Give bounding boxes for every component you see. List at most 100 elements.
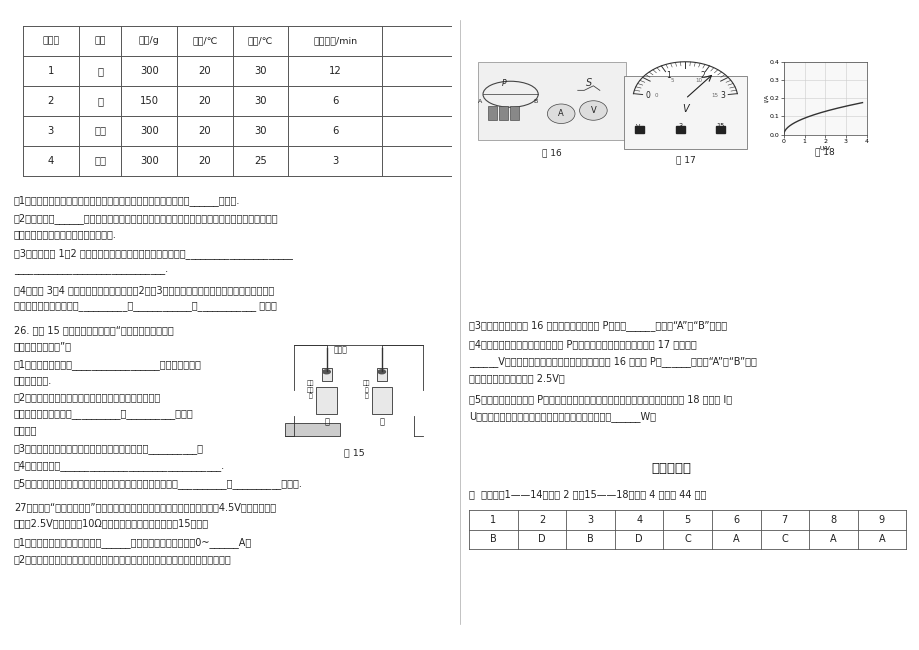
FancyBboxPatch shape [623, 76, 746, 149]
Text: （1）在连接电路时，开关应处于______状态，电流表的量程应选0~______A。: （1）在连接电路时，开关应处于______状态，电流表的量程应选0~______… [14, 538, 252, 549]
Text: A: A [558, 109, 563, 118]
Text: 热量与电阔的关系”。: 热量与电阔的关系”。 [14, 341, 72, 351]
Bar [509, 106, 518, 120]
Text: 9: 9 [878, 515, 884, 525]
Text: 煎油: 煎油 [94, 155, 106, 166]
Text: A: A [878, 534, 884, 545]
Text: 2: 2 [699, 71, 704, 80]
Text: 温度计: 温度计 [333, 346, 347, 355]
Text: （1）本实验采用同样的加热器的原因是通过加热时间长短反应液体______的多少.: （1）本实验采用同样的加热器的原因是通过加热时间长短反应液体______的多少. [14, 195, 240, 206]
Text: _______________________________.: _______________________________. [14, 265, 168, 274]
Text: 20: 20 [199, 125, 210, 136]
Text: 水: 水 [96, 96, 103, 106]
Text: 2: 2 [539, 515, 545, 525]
Text: （2）为了便于比较两种电阔丝通过电流后产生热量的多: （2）为了便于比较两种电阔丝通过电流后产生热量的多 [14, 393, 161, 402]
Text: （3）为达到实验目的，选用的两电阔丝的阔值不能__________，: （3）为达到实验目的，选用的两电阔丝的阔值不能__________， [14, 443, 204, 454]
Text: U图象，根据图像信息，可计算出小灯泡的额定功率是______W。: U图象，根据图像信息，可计算出小灯泡的额定功率是______W。 [469, 411, 655, 422]
Ellipse shape [323, 370, 330, 374]
Text: 10: 10 [695, 78, 701, 83]
Text: （3）闭合开关前，图 16 中滑动变阔器的滑片 P应位于______（选填“A”或“B”）端。: （3）闭合开关前，图 16 中滑动变阔器的滑片 P应位于______（选填“A”… [469, 320, 727, 331]
Text: 3: 3 [720, 90, 724, 99]
Text: 3: 3 [587, 515, 593, 525]
Text: 4: 4 [48, 155, 54, 166]
Text: S: S [585, 77, 591, 88]
Text: 末温/℃: 末温/℃ [247, 36, 273, 46]
Text: 图 17: 图 17 [675, 155, 695, 164]
Circle shape [547, 104, 574, 124]
Text: 水: 水 [96, 66, 103, 76]
Text: D: D [635, 534, 642, 545]
Text: 一  选择题（1——14，每题 2 分，15——18，每题 4 分，共 44 分）: 一 选择题（1——14，每题 2 分，15——18，每题 4 分，共 44 分） [469, 489, 706, 499]
Text: 液体: 液体 [94, 36, 106, 46]
Text: 15: 15 [710, 94, 717, 98]
Text: 煎油: 煎油 [94, 125, 106, 136]
Text: 12: 12 [329, 66, 341, 76]
Text: 150: 150 [140, 96, 159, 106]
Text: 26. 如图 15 所示的实验装置探究“电流通过导体产生的: 26. 如图 15 所示的实验装置探究“电流通过导体产生的 [14, 325, 174, 335]
Bar [322, 368, 332, 381]
Text: 镜铬
铜
丝: 镜铬 铜 丝 [362, 381, 369, 399]
Bar [675, 126, 685, 133]
Text: 质量/g: 质量/g [139, 36, 159, 46]
Bar [478, 62, 625, 140]
Text: 1: 1 [665, 71, 670, 80]
Text: 27、在测定“小灯泡电功率”的实验中，小明所在的实验小组用的电源电压为4.5V，小灯泡额定: 27、在测定“小灯泡电功率”的实验中，小明所在的实验小组用的电源电压为4.5V，… [14, 502, 276, 512]
Text: B: B [533, 99, 538, 105]
Text: （4）实验结论是_________________________________.: （4）实验结论是________________________________… [14, 460, 224, 471]
Text: V: V [681, 103, 688, 114]
Text: （2）请你用笔画线代替导线，按照电路图将实物电路补充完整。（导线不能交叉）: （2）请你用笔画线代替导线，按照电路图将实物电路补充完整。（导线不能交叉） [14, 554, 232, 564]
Bar [498, 106, 507, 120]
Text: 300: 300 [140, 155, 158, 166]
Text: （4）分析 3、4 两烧杯的实验记录，结合（2）（3）中的结论，然后综合归纳可得出，物体温: （4）分析 3、4 两烧杯的实验记录，结合（2）（3）中的结论，然后综合归纳可得… [14, 285, 274, 294]
Text: 15: 15 [715, 124, 724, 129]
Text: B: B [490, 534, 496, 545]
Bar [487, 106, 496, 120]
Ellipse shape [378, 370, 385, 374]
Text: 九物理答案: 九物理答案 [651, 462, 691, 474]
Text: 的热量的多少.: 的热量的多少. [14, 375, 52, 385]
Text: 1: 1 [490, 515, 496, 525]
Text: 30: 30 [254, 125, 267, 136]
Bar [377, 368, 387, 381]
Text: 烧杯号: 烧杯号 [42, 36, 60, 46]
Text: 25: 25 [254, 155, 267, 166]
Circle shape [579, 101, 607, 120]
Text: 5: 5 [684, 515, 690, 525]
Text: 6: 6 [332, 125, 338, 136]
Text: 6: 6 [732, 515, 739, 525]
Bar [371, 387, 391, 415]
Text: B: B [586, 534, 594, 545]
Text: 8: 8 [830, 515, 835, 525]
Text: 种液体。: 种液体。 [14, 425, 38, 435]
Text: V: V [590, 106, 596, 115]
Text: 4: 4 [635, 515, 641, 525]
Text: 3: 3 [332, 155, 338, 166]
Text: 甲: 甲 [323, 417, 329, 426]
Text: 3: 3 [678, 124, 682, 129]
Text: （5）小丽同学移动滑片 P，记下多组对应的电压表和电流表的示数，并绘制成图 18 所示的 I－: （5）小丽同学移动滑片 P，记下多组对应的电压表和电流表的示数，并绘制成图 18… [469, 395, 732, 404]
Text: 0: 0 [645, 90, 650, 99]
Bar [285, 422, 340, 436]
Text: 3: 3 [48, 125, 54, 136]
Text: 初温/℃: 初温/℃ [192, 36, 217, 46]
Y-axis label: I/A: I/A [763, 94, 767, 102]
Text: 6: 6 [332, 96, 338, 106]
Text: （4）小刚同学闭合开关，移动滑片 P到某一点时，电压表示数（如图 17 所示）为: （4）小刚同学闭合开关，移动滑片 P到某一点时，电压表示数（如图 17 所示）为 [469, 339, 697, 349]
Text: 少，甲乙两瓶中要装入__________、__________的相同: 少，甲乙两瓶中要装入__________、__________的相同 [14, 409, 193, 419]
Text: 1: 1 [48, 66, 54, 76]
Text: 电压为2.5V、电阔约为10Ω。他们所设计的实验电路如图15所示。: 电压为2.5V、电阔约为10Ω。他们所设计的实验电路如图15所示。 [14, 518, 209, 528]
Text: （3）分析比较 1、2 烧杯的实验记录，可得出的初步结论是：______________________: （3）分析比较 1、2 烧杯的实验记录，可得出的初步结论是：__________… [14, 248, 292, 259]
Text: （2）分析比较______（填烧杯号）烧杯的实验记录，可得出的初步结论是：在质量相同的水和煎: （2）分析比较______（填烧杯号）烧杯的实验记录，可得出的初步结论是：在质量… [14, 213, 278, 224]
Text: 0: 0 [653, 94, 657, 98]
Text: 乙: 乙 [379, 417, 384, 426]
Text: 5: 5 [669, 78, 673, 83]
Text: 300: 300 [140, 66, 158, 76]
Text: C: C [684, 534, 690, 545]
Text: A: A [732, 534, 739, 545]
Text: 移动，使电压表的示数为 2.5V。: 移动，使电压表的示数为 2.5V。 [469, 373, 564, 383]
Text: 300: 300 [140, 125, 158, 136]
Text: D: D [538, 534, 545, 545]
Text: 2: 2 [48, 96, 54, 106]
Text: A: A [829, 534, 835, 545]
Bar [715, 126, 724, 133]
